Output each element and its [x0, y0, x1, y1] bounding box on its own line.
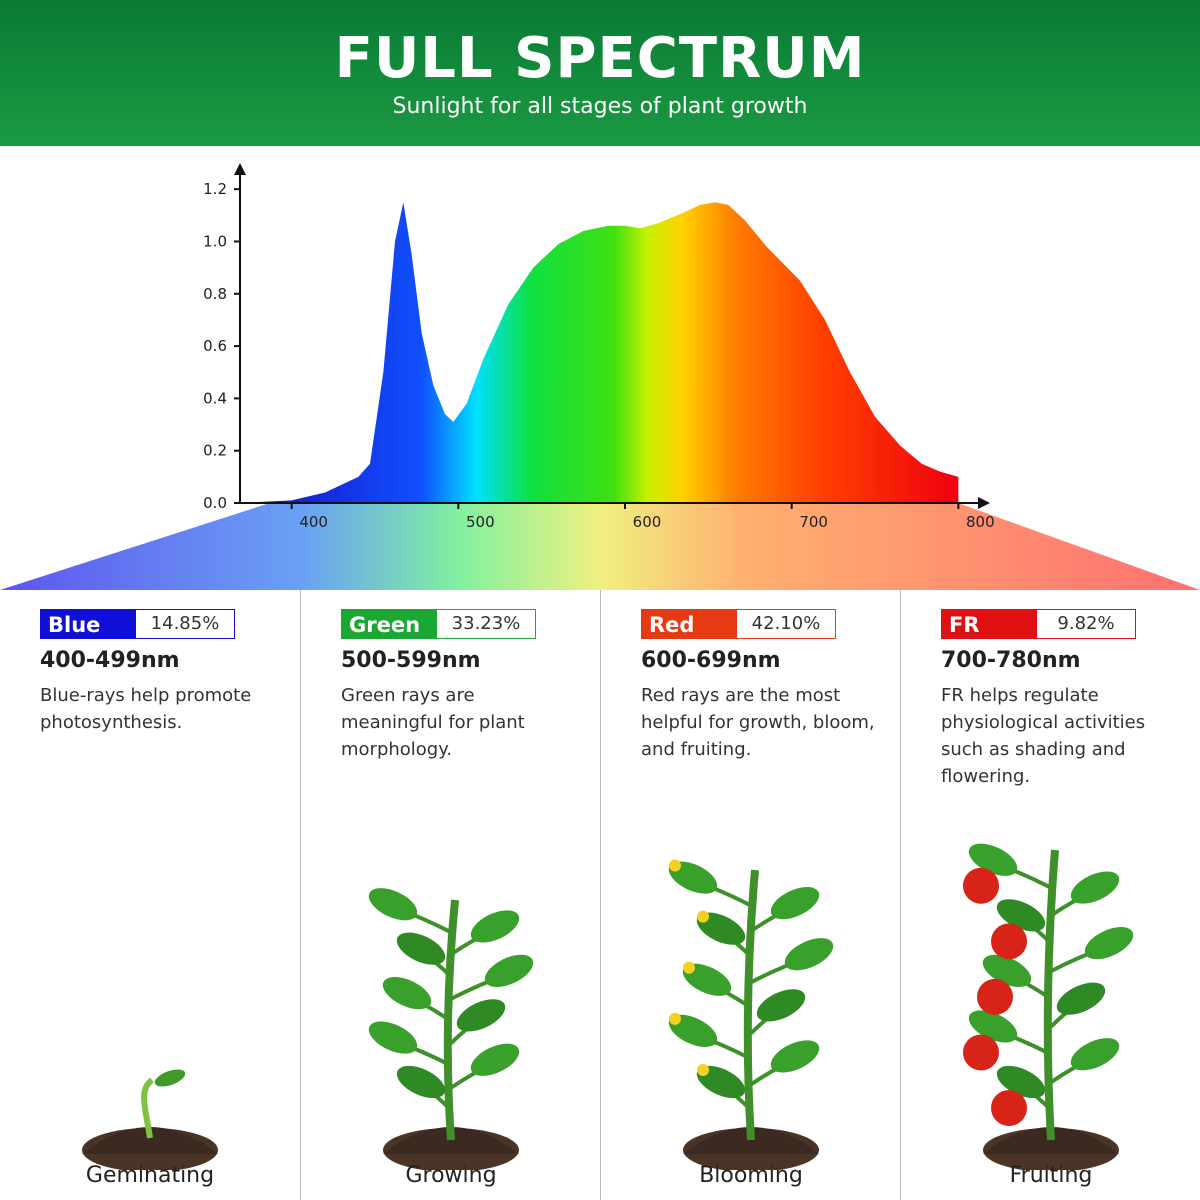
- y-tick-label: 0.6: [203, 337, 227, 355]
- tomato: [991, 923, 1027, 960]
- x-axis-arrow: [978, 497, 990, 509]
- leaf: [1070, 871, 1120, 904]
- leaf: [784, 938, 834, 971]
- panel: FR 9.82% 700-780nm FR helps regulate physio…: [900, 590, 1200, 1200]
- leaf: [1070, 1038, 1120, 1071]
- tomato: [963, 1034, 999, 1071]
- leaf: [770, 1040, 820, 1073]
- wavelength-range: 600-699nm: [641, 648, 781, 673]
- leaf: [696, 1065, 746, 1099]
- panel: Blue 14.85% 400-499nm Blue-rays help promot…: [0, 590, 300, 1200]
- y-tick-label: 1.0: [203, 232, 227, 250]
- leaf: [1084, 927, 1134, 960]
- description: Blue-rays help promote photosynthesis.: [40, 685, 252, 733]
- growth-stage: Geminating: [85, 1163, 215, 1188]
- description: Green rays are meaningful for plant morp…: [341, 685, 525, 760]
- badge-name: FR: [942, 610, 1037, 638]
- header: FULL SPECTRUM Sunlight for all stages of…: [0, 0, 1200, 146]
- flower: [697, 1064, 709, 1076]
- plant: [368, 888, 534, 1170]
- growth-stage: Fruiting: [1009, 1163, 1093, 1188]
- badge-percent: 42.10%: [751, 613, 821, 634]
- chart: 0.0 0.2 0.4 0.6 0.8 1.0 1.2 400 500 600 700 800: [0, 163, 1200, 590]
- flower: [669, 1012, 681, 1025]
- y-tick-label: 1.2: [203, 180, 227, 198]
- description: Red rays are the most helpful for growth…: [641, 685, 875, 760]
- panel: Red 42.10% 600-699nm Red rays are the most …: [600, 590, 900, 1200]
- growth-stage: Blooming: [699, 1163, 803, 1188]
- plant-illustration: [963, 843, 1134, 1170]
- badge-name: Red: [642, 610, 737, 638]
- tomato: [963, 867, 999, 904]
- leaf: [154, 1069, 186, 1087]
- plot: 0.0 0.2 0.4 0.6 0.8 1.0 1.2 400 500 600 700 800: [203, 163, 995, 531]
- flower: [683, 961, 695, 974]
- plant-illustration: [368, 888, 534, 1170]
- description: FR helps regulate physiological activiti…: [941, 685, 1146, 787]
- y-tick-label: 0.2: [203, 442, 227, 460]
- wavelength-range: 400-499nm: [40, 648, 180, 673]
- leaf: [668, 1014, 718, 1047]
- panel: Green 33.23% 500-599nm Green rays are meani…: [300, 590, 600, 1200]
- plant-illustration: [82, 1069, 218, 1170]
- leaf: [470, 1043, 520, 1076]
- flower: [669, 859, 681, 872]
- plant-illustration: [668, 859, 834, 1170]
- spectrum-fan: [0, 503, 1200, 590]
- y-tick-label: 0.0: [203, 494, 227, 512]
- x-tick-label: 500: [466, 513, 495, 531]
- leaf: [1056, 982, 1106, 1015]
- badge: FR 9.82%: [941, 609, 1136, 639]
- badge-name: Green: [342, 610, 437, 638]
- leaf: [382, 977, 432, 1010]
- x-tick-label: 800: [966, 513, 995, 531]
- badge-percent: 9.82%: [1057, 613, 1115, 634]
- soil-top: [82, 1127, 218, 1154]
- leaf: [396, 932, 446, 965]
- y-axis-arrow: [234, 163, 246, 175]
- soil-top: [683, 1127, 819, 1154]
- leaf: [696, 912, 746, 945]
- badge: Green 33.23%: [341, 609, 536, 639]
- soil-top: [383, 1127, 519, 1154]
- leaf: [368, 888, 418, 921]
- plant: [668, 859, 834, 1170]
- plant: [82, 1069, 218, 1170]
- leaf: [484, 954, 534, 987]
- soil-top: [983, 1127, 1119, 1154]
- flower: [697, 910, 709, 923]
- badge-percent: 33.23%: [451, 613, 521, 634]
- tomato: [977, 978, 1013, 1015]
- plant: [963, 843, 1134, 1170]
- growth-stage: Growing: [405, 1163, 497, 1188]
- leaf: [368, 1021, 418, 1054]
- leaf: [470, 910, 520, 943]
- leaf: [396, 1065, 446, 1099]
- spectrum-area: [240, 202, 959, 503]
- wavelength-range: 500-599nm: [341, 648, 481, 673]
- tomato: [991, 1090, 1027, 1126]
- stem: [1043, 849, 1059, 1141]
- sprout: [141, 1077, 155, 1139]
- leaf: [668, 861, 718, 894]
- badge-name: Blue: [41, 610, 136, 638]
- x-tick-label: 400: [299, 513, 328, 531]
- leaf: [682, 963, 732, 996]
- leaf: [456, 999, 506, 1032]
- x-tick-label: 700: [799, 513, 828, 531]
- wavelength-range: 700-780nm: [941, 648, 1081, 673]
- title: FULL SPECTRUM: [334, 26, 866, 91]
- badge: Blue 14.85%: [40, 609, 235, 639]
- subtitle: Sunlight for all stages of plant growth: [392, 94, 808, 119]
- y-tick-label: 0.4: [203, 389, 227, 407]
- badge: Red 42.10%: [641, 609, 836, 639]
- leaf: [770, 887, 820, 920]
- badge-percent: 14.85%: [150, 613, 220, 634]
- leaf: [756, 989, 806, 1022]
- y-tick-label: 0.8: [203, 285, 227, 303]
- x-tick-label: 600: [633, 513, 662, 531]
